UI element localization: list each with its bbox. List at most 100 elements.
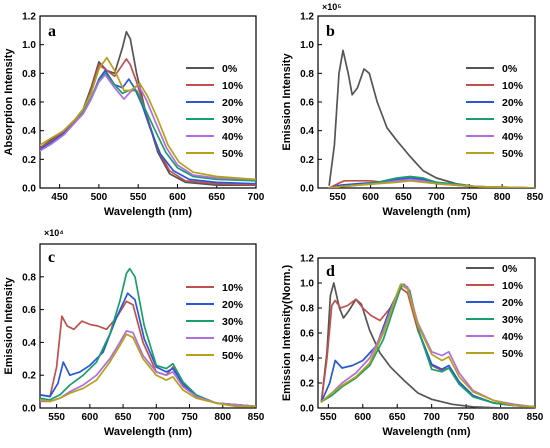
legend-label: 50% [502, 348, 524, 360]
series-group [40, 267, 256, 408]
x-tick-label: 850 [527, 192, 544, 203]
legend-label: 30% [222, 316, 244, 328]
y-tick-label: 0.8 [300, 304, 314, 315]
y-tick-label: 0.8 [22, 272, 36, 283]
y-tick-label: 0.4 [300, 126, 314, 137]
legend: 10% 20% 30% 40% 50% [186, 282, 244, 362]
panel-letter: b [326, 23, 335, 40]
x-tick-label: 500 [91, 192, 108, 203]
series-line-50pct [40, 333, 256, 408]
y-tick-label: 0.4 [22, 338, 36, 349]
x-tick-label: 450 [51, 192, 68, 203]
x-tick-label: 550 [320, 412, 337, 423]
series-line-50pct [328, 179, 535, 188]
series-line-10pct [40, 58, 256, 186]
x-tick-label: 650 [208, 192, 225, 203]
legend-label: 10% [502, 80, 524, 92]
legend-label: 0% [222, 63, 238, 75]
legend-label: 0% [502, 263, 518, 275]
x-axis-title: Wavelength (nm) [382, 206, 471, 218]
y-tick-label: 1.0 [22, 40, 36, 51]
x-tick-label: 650 [389, 412, 406, 423]
legend-label: 30% [502, 114, 524, 126]
y-tick-label: 0.2 [300, 379, 314, 390]
y-tick-label: 0.6 [22, 305, 36, 316]
y-tick-label: 0.2 [22, 155, 36, 166]
series-line-50pct [320, 283, 535, 408]
legend-label: 30% [222, 114, 244, 126]
x-tick-label: 750 [458, 412, 475, 423]
y-tick-label: 1.2 [300, 254, 314, 265]
x-tick-label: 850 [527, 412, 544, 423]
legend-label: 20% [222, 97, 244, 109]
x-tick-label: 700 [148, 412, 165, 423]
y-tick-label: 0.4 [300, 354, 314, 365]
y-tick-label: 1.0 [300, 40, 314, 51]
series-group [328, 49, 535, 188]
x-tick-label: 650 [395, 192, 412, 203]
y-axis-title: Emission Intensity [3, 277, 15, 375]
y-tick-label: 1.2 [22, 12, 36, 23]
x-axis-title: Wavelength (nm) [104, 206, 193, 218]
y-tick-label: 0.8 [22, 69, 36, 80]
x-tick-label: 850 [248, 412, 265, 423]
panel-letter: d [326, 263, 335, 280]
x-tick-label: 550 [48, 412, 65, 423]
legend: 0% 10% 20% 30% 40% 50% [466, 263, 524, 360]
legend-label: 50% [222, 148, 244, 160]
x-tick-label: 800 [492, 412, 509, 423]
x-tick-label: 700 [423, 412, 440, 423]
series-group [40, 30, 256, 186]
legend-label: 10% [502, 280, 524, 292]
x-axis-title: Wavelength (nm) [104, 426, 193, 438]
y-tick-label: 1.2 [300, 12, 314, 23]
y-tick-label: 0.0 [300, 404, 314, 415]
y-tick-label: 0.6 [22, 98, 36, 109]
x-tick-label: 600 [169, 192, 186, 203]
x-tick-label: 600 [362, 192, 379, 203]
x-tick-label: 550 [329, 192, 346, 203]
series-line-40pct [40, 330, 256, 408]
y-tick-label: 0.0 [300, 184, 314, 195]
y-tick-label: 0.6 [300, 329, 314, 340]
y-axis-title: Emission Intensity [281, 53, 293, 151]
x-tick-label: 600 [82, 412, 99, 423]
y-tick-label: 0.8 [300, 69, 314, 80]
legend-label: 20% [502, 297, 524, 309]
y-tick-label: 0.0 [22, 184, 36, 195]
x-tick-label: 700 [248, 192, 265, 203]
legend-label: 40% [222, 333, 244, 345]
panel-a: 450 500 550 600 650 700 0.0 0.2 0.4 0.6 0.8 1.0 1.2 W… [3, 12, 265, 219]
x-tick-label: 550 [130, 192, 147, 203]
x-tick-label: 700 [428, 192, 445, 203]
x-tick-label: 800 [494, 192, 511, 203]
legend-label: 20% [502, 97, 524, 109]
y-axis-title: Emission Intensity(Norm.) [281, 265, 293, 402]
y-tick-label: 0.6 [300, 98, 314, 109]
panel-letter: a [48, 23, 56, 40]
y-axis-title: Absorption Intensity [3, 48, 15, 156]
axis-multiplier: ×10⁴ [44, 228, 64, 238]
legend-label: 40% [222, 131, 244, 143]
legend-label: 30% [502, 314, 524, 326]
plot-frame [39, 243, 257, 409]
legend: 0% 10% 20% 30% 40% 50% [466, 63, 524, 160]
panel-b: 550 600 650 700 750 800 850 0.0 0.2 0.4 0.6 0.8 1.0 1… [281, 2, 544, 218]
y-tick-label: 0.2 [22, 371, 36, 382]
legend-label: 0% [502, 63, 518, 75]
series-group [320, 282, 535, 408]
series-line-40pct [40, 73, 256, 181]
x-tick-label: 750 [181, 412, 198, 423]
series-line-30pct [40, 267, 256, 408]
panel-c: 550 600 650 700 750 800 850 0.0 0.2 0.4 0.6 0.8 Wave… [3, 228, 265, 438]
series-line-0pct [320, 282, 535, 408]
legend-label: 10% [222, 282, 244, 294]
legend: 0% 10% 20% 30% 40% 50% [186, 63, 244, 160]
legend-label: 40% [502, 131, 524, 143]
y-tick-label: 0.4 [22, 126, 36, 137]
y-tick-label: 0.2 [300, 155, 314, 166]
panel-d: 550 600 650 700 750 800 850 0.0 0.2 0.4 0.6 0.8 1.0 1… [281, 254, 544, 439]
x-axis-title: Wavelength (nm) [382, 426, 471, 438]
x-tick-label: 800 [214, 412, 231, 423]
